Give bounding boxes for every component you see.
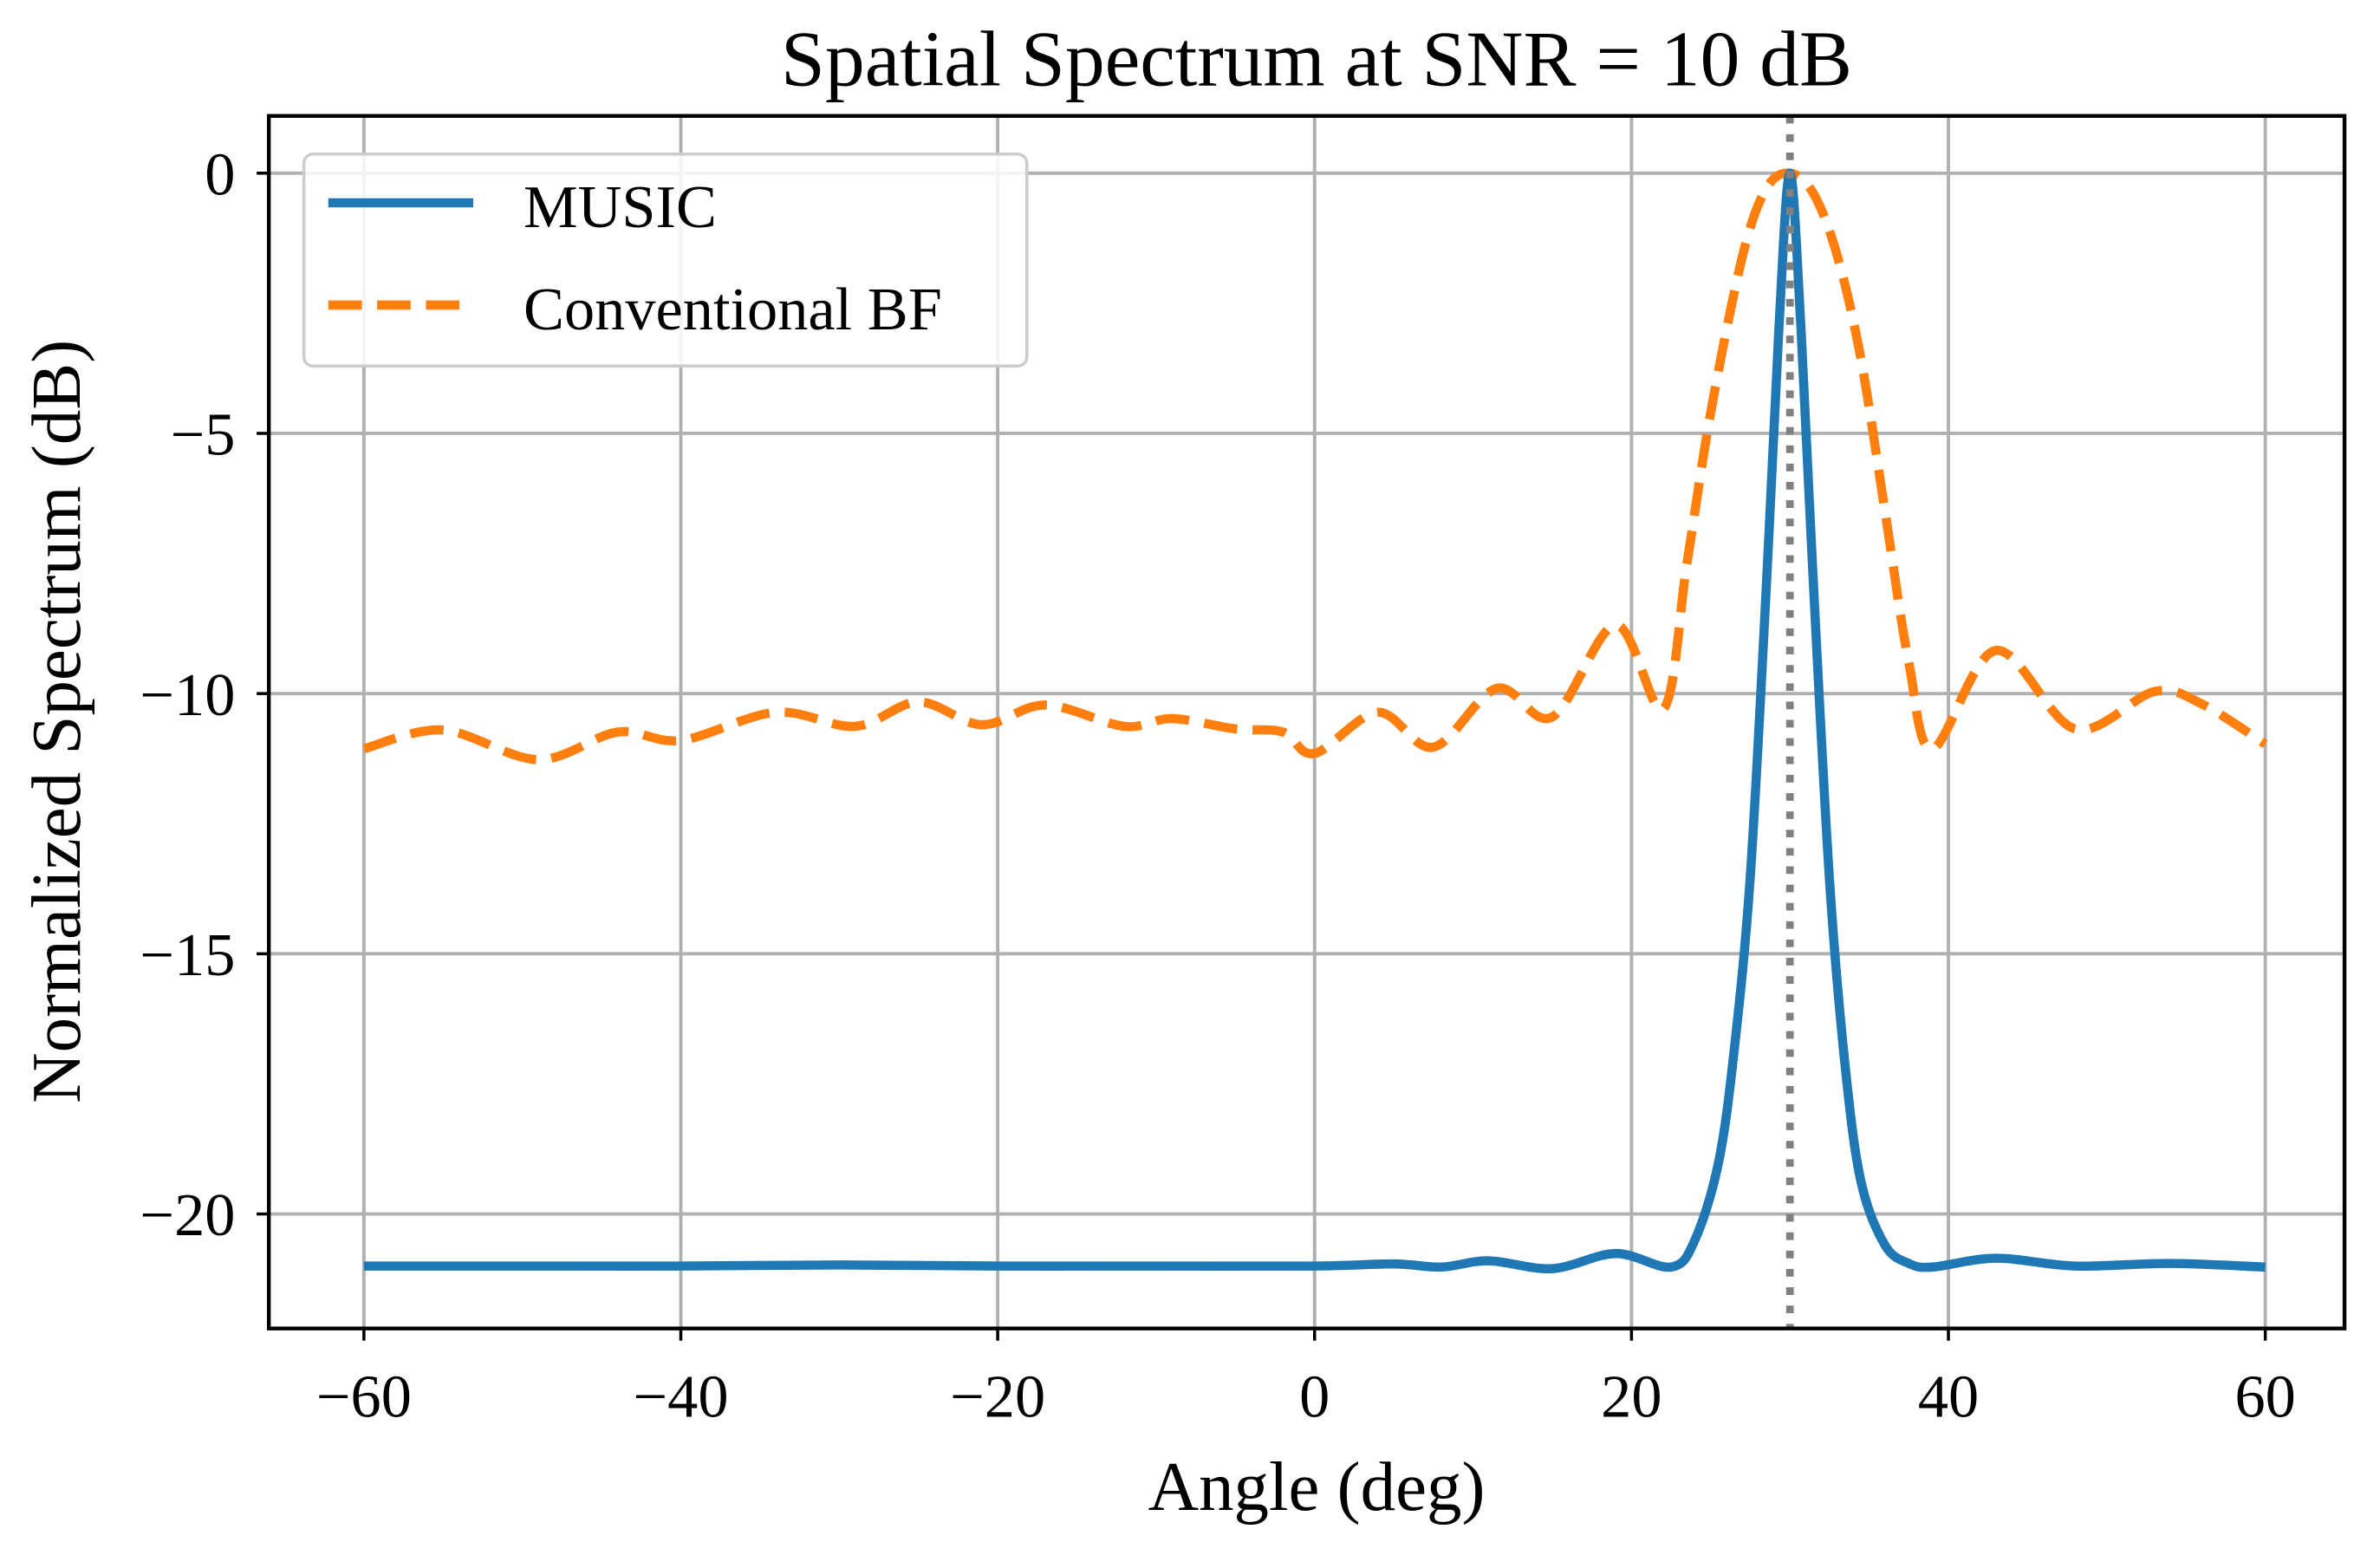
x-tick-label: 20 — [1601, 1363, 1661, 1431]
x-tick-label: 0 — [1299, 1363, 1330, 1431]
x-tick-label: 40 — [1918, 1363, 1979, 1431]
x-tick-label: −60 — [316, 1363, 412, 1431]
plot-frame — [266, 114, 2347, 1331]
legend-box — [302, 152, 1029, 368]
y-tick-label: −15 — [140, 921, 235, 989]
ticks: −60 −40 −20 0 20 40 60 0 −5 −10 −15 −20 — [140, 140, 2295, 1430]
y-tick-label: −20 — [140, 1181, 235, 1249]
chart-title: Spatial Spectrum at SNR = 10 dB — [781, 15, 1852, 103]
y-tick-label: −10 — [140, 661, 235, 729]
music-line — [363, 168, 2266, 1273]
x-tick-label: −40 — [633, 1363, 728, 1431]
y-tick-label: −5 — [171, 401, 236, 469]
x-tick-label: −20 — [950, 1363, 1045, 1431]
x-tick-label: 60 — [2234, 1363, 2295, 1431]
x-axis-label: Angle (deg) — [1148, 1448, 1486, 1526]
y-tick-label: 0 — [205, 140, 235, 208]
legend-music-label: MUSIC — [523, 173, 717, 241]
conventional-bf-line — [362, 168, 2268, 764]
legend: MUSIC Conventional BF — [302, 152, 1029, 368]
legend-bf-label: Conventional BF — [523, 276, 942, 343]
y-axis-label: Normalized Spectrum (dB) — [17, 340, 95, 1103]
series-group — [362, 168, 2268, 1273]
